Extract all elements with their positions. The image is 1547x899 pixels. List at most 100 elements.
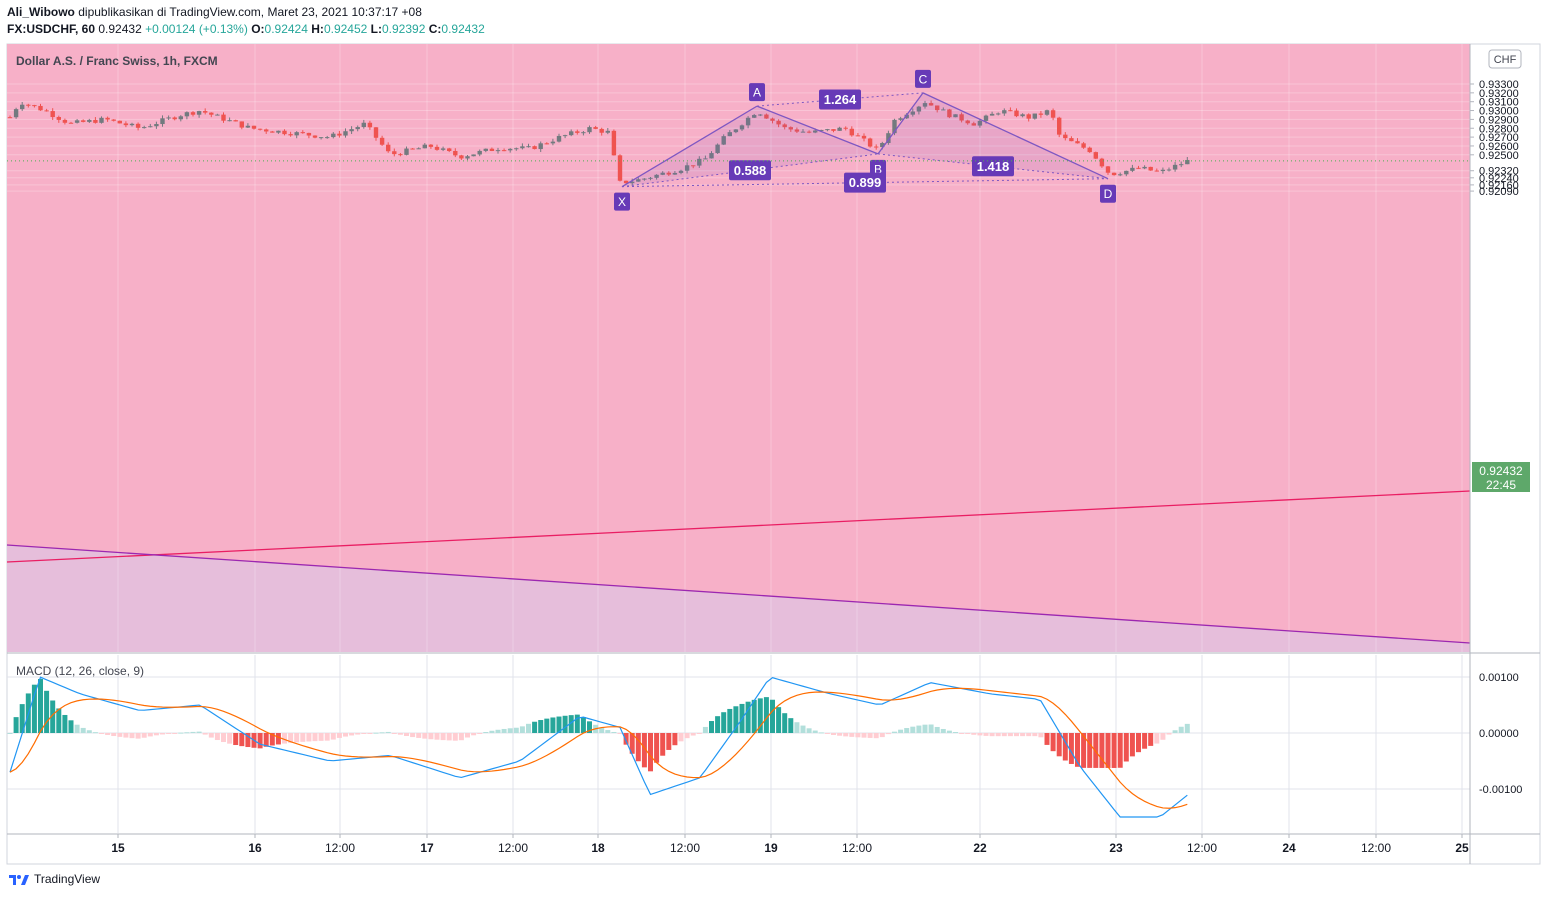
candle-body-down: [373, 127, 379, 138]
macd-histogram-bar: [221, 733, 226, 743]
price-axis-label: 0.92900: [1479, 114, 1519, 126]
pattern-point-label: C: [919, 72, 928, 86]
macd-histogram-bar: [1075, 733, 1080, 767]
pattern-point-badge[interactable]: [749, 83, 765, 102]
time-axis-label: 17: [420, 841, 434, 855]
candle: [111, 119, 116, 122]
macd-histogram-bar: [715, 716, 721, 733]
candle-body-down: [257, 128, 263, 130]
pattern-leg[interactable]: [922, 92, 1109, 180]
ratio-badge[interactable]: [729, 160, 771, 181]
candle-body-up: [99, 117, 104, 123]
candle: [764, 113, 769, 119]
ratio-badge[interactable]: [819, 89, 861, 110]
macd-histogram-bar: [465, 733, 470, 738]
candle: [1179, 161, 1184, 168]
candle-body-up: [800, 131, 806, 133]
candle-body-down: [1014, 110, 1019, 117]
macd-histogram-bar: [995, 733, 1001, 737]
candle-body-down: [623, 180, 629, 184]
candle-body-up: [660, 172, 665, 175]
candle-body-up: [1160, 169, 1166, 172]
candle-body-down: [367, 122, 373, 128]
pattern-leg[interactable]: [877, 92, 924, 155]
macd-histogram-bar: [257, 733, 263, 749]
candle-body-up: [404, 148, 409, 155]
candle-body-down: [947, 109, 952, 118]
candle-body-down: [56, 117, 61, 120]
macd-histogram-bar: [196, 731, 202, 733]
change-text: +0.00124 (+0.13%): [145, 22, 248, 36]
candle: [99, 116, 104, 124]
macd-histogram-bar: [123, 733, 129, 738]
ratio-badge[interactable]: [844, 172, 886, 193]
pattern-point-badge[interactable]: [1100, 184, 1116, 203]
candle: [550, 138, 556, 146]
candle: [508, 148, 513, 153]
macd-histogram-bar: [709, 721, 714, 733]
macd-histogram-bar: [751, 699, 757, 733]
pattern-point-badge[interactable]: [614, 192, 630, 211]
candle-body-down: [453, 150, 458, 156]
candle-body-down: [459, 155, 464, 159]
candle-body-down: [1075, 141, 1080, 144]
footer-brand[interactable]: TradingView: [8, 872, 100, 886]
candle: [257, 128, 263, 131]
signal-line: [9, 687, 1188, 809]
candle: [154, 121, 159, 129]
macd-histogram-bar: [99, 733, 104, 734]
macd-histogram-bar: [166, 733, 172, 734]
macd-histogram-bar: [763, 697, 769, 733]
price-axis-label: 0.93200: [1479, 88, 1519, 100]
macd-histogram-bar: [410, 733, 416, 738]
candle-body-up: [422, 144, 427, 149]
candle: [544, 142, 549, 145]
candle-body-up: [898, 118, 903, 120]
candle: [373, 127, 379, 141]
candle-body-up: [166, 117, 171, 119]
pattern-triangle-bcd: [878, 92, 1108, 179]
trendline-red[interactable]: [6, 490, 1471, 563]
candle-body-up: [825, 129, 830, 131]
macd-histogram-bar: [44, 690, 50, 733]
trendline-purple[interactable]: [6, 544, 1471, 644]
candle-body-down: [764, 114, 769, 119]
pattern-triangle-xab: [622, 106, 878, 187]
candle-body-up: [148, 126, 153, 128]
candle: [294, 131, 299, 139]
macd-histogram-bar: [641, 733, 647, 768]
macd-histogram-bar: [794, 722, 800, 733]
candle-body-down: [44, 110, 49, 112]
candle-body-up: [989, 113, 995, 116]
macd-histogram-bar: [1068, 733, 1074, 764]
macd-histogram-bar: [282, 733, 287, 744]
macd-histogram-bar: [1026, 733, 1032, 737]
currency-badge[interactable]: [1488, 49, 1522, 69]
macd-histogram-bar: [483, 731, 489, 733]
candle-body-down: [544, 143, 549, 145]
candle-body-down: [172, 117, 177, 120]
candle-body-up: [672, 172, 678, 175]
pattern-leg[interactable]: [621, 105, 758, 188]
macd-histogram-bar: [428, 733, 434, 740]
candle: [1050, 108, 1056, 121]
candle-body-down: [855, 135, 861, 137]
pattern-leg[interactable]: [756, 105, 879, 155]
candle-body-up: [129, 123, 135, 126]
macd-histogram-bar: [800, 725, 806, 733]
candle: [1014, 108, 1019, 118]
candle-body-down: [410, 148, 415, 150]
candle: [855, 133, 861, 137]
candle: [642, 178, 647, 181]
macd-histogram-bar: [904, 728, 910, 733]
candle: [1160, 167, 1166, 174]
candle-body-down: [874, 146, 879, 148]
macd-histogram-bar: [971, 733, 977, 735]
macd-histogram-bar: [263, 733, 269, 747]
author-name[interactable]: Ali_Wibowo: [7, 5, 75, 19]
ratio-label: 1.264: [824, 92, 857, 107]
macd-histogram-bar: [879, 733, 885, 738]
pattern-point-badge[interactable]: [915, 69, 931, 88]
candle: [495, 147, 501, 154]
